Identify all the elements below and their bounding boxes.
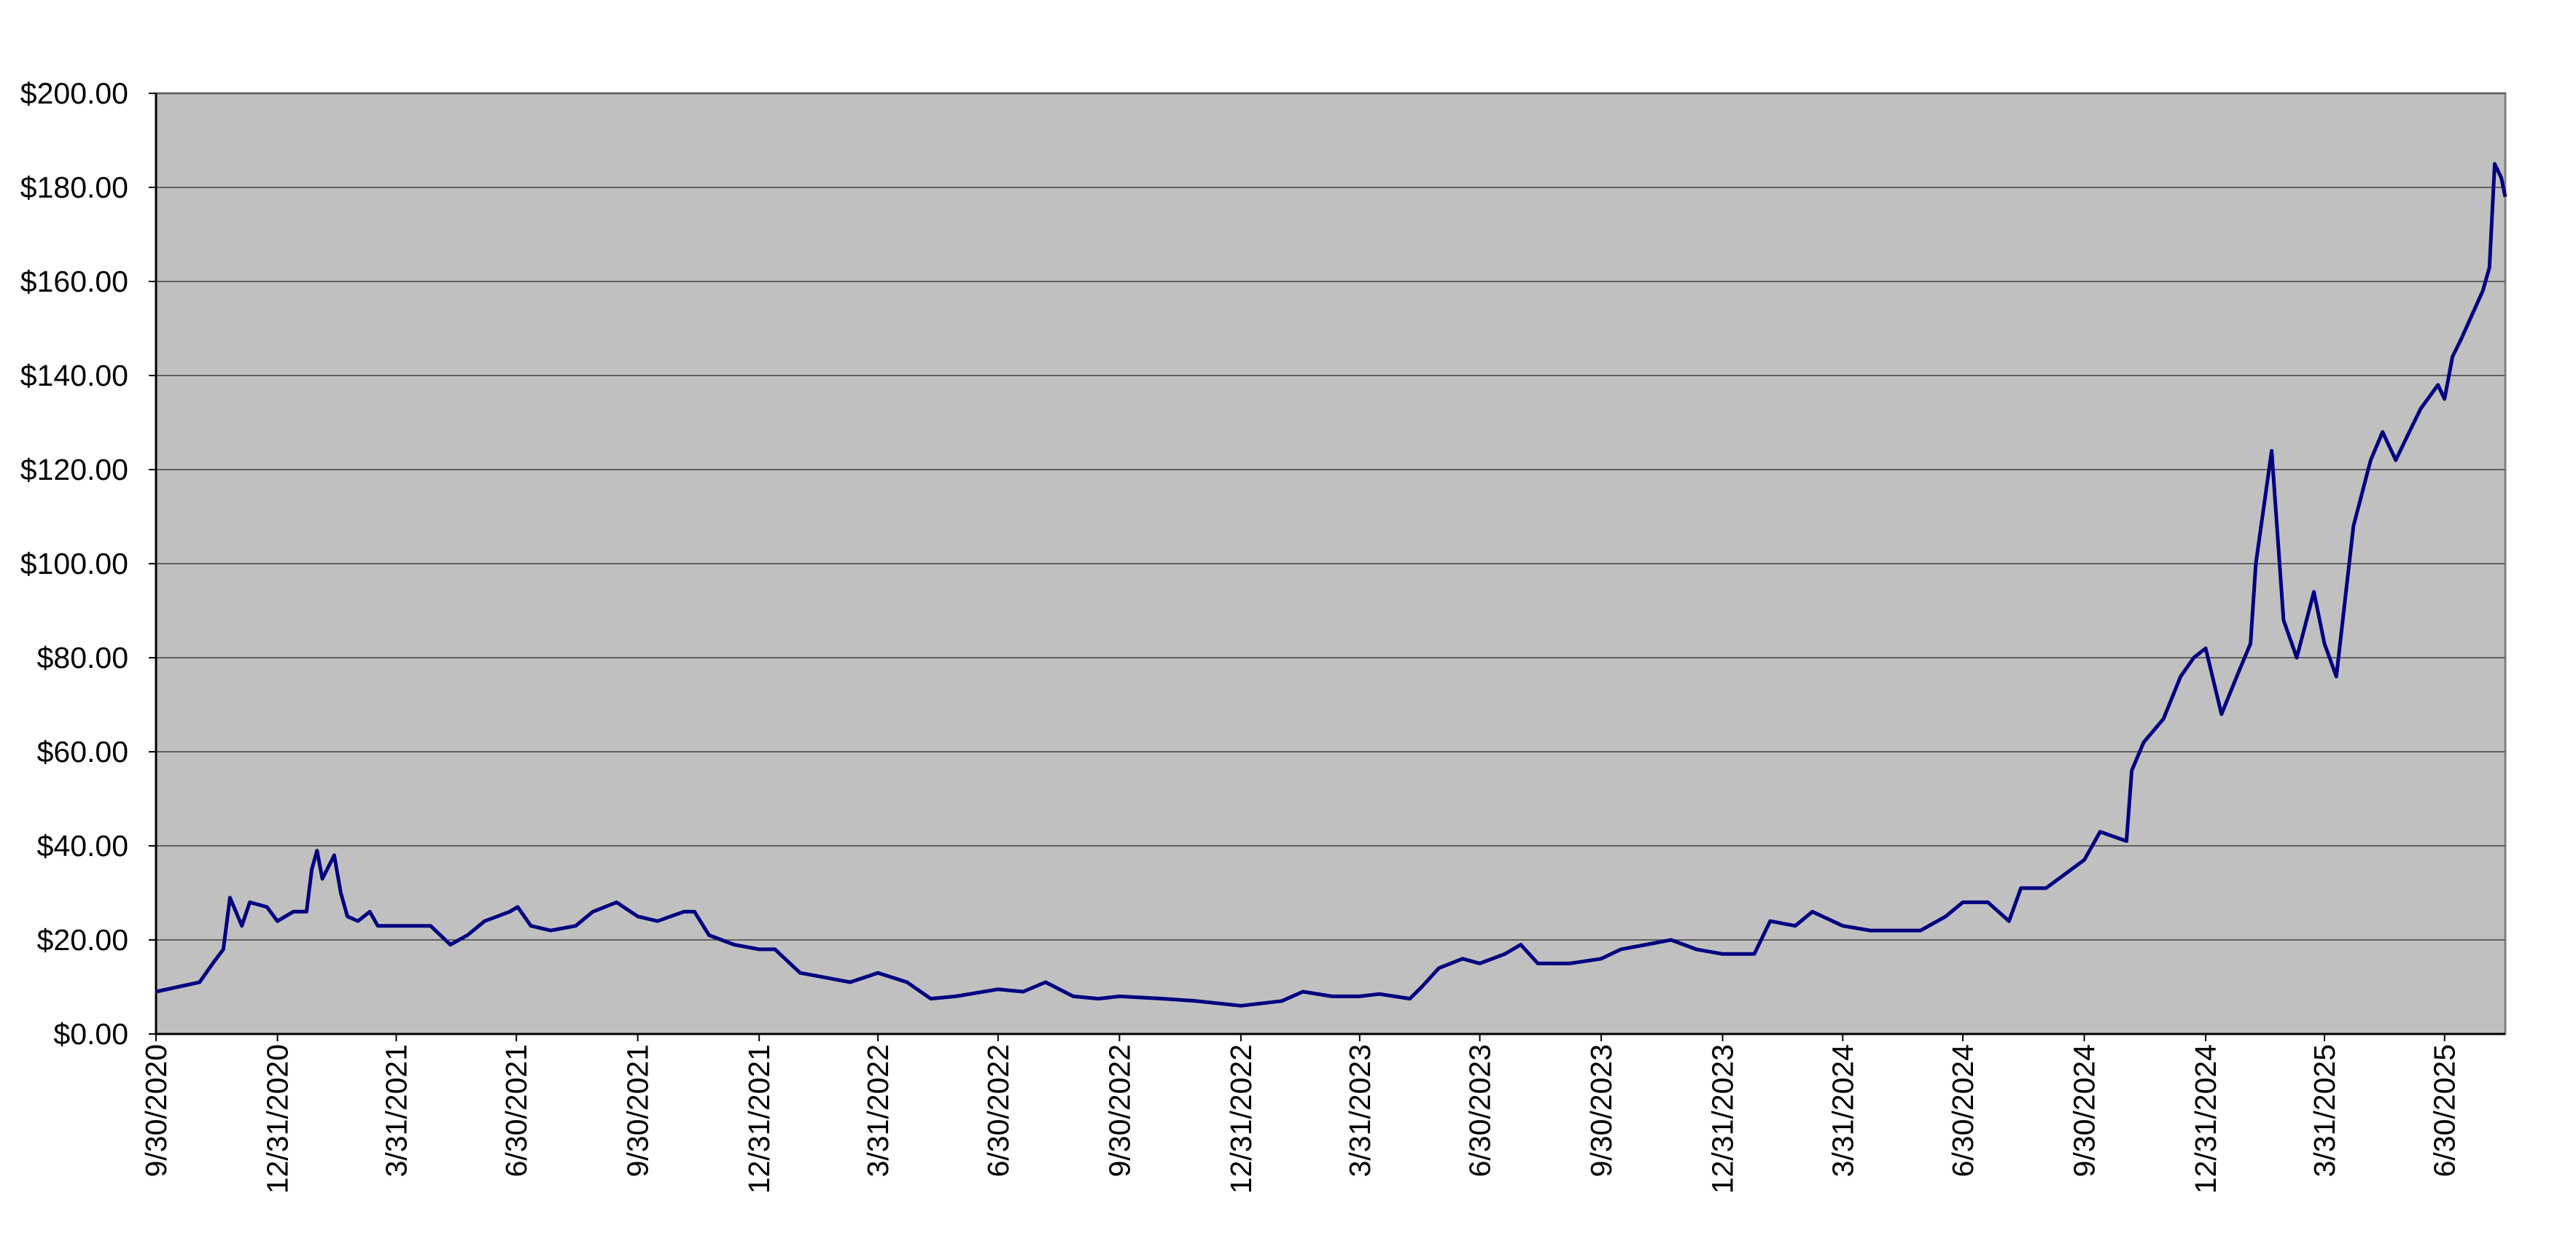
y-tick-label: $200.00 — [20, 77, 128, 110]
y-tick-label: $20.00 — [37, 923, 128, 957]
y-tick-label: $80.00 — [37, 641, 128, 674]
x-tick-label: 6/30/2024 — [1946, 1044, 1980, 1177]
x-tick-label: 12/31/2023 — [1706, 1044, 1740, 1194]
x-tick-label: 3/31/2024 — [1826, 1044, 1859, 1177]
y-tick-label: $0.00 — [53, 1017, 128, 1051]
x-tick-label: 3/31/2021 — [379, 1044, 413, 1177]
y-tick-label: $40.00 — [37, 829, 128, 863]
y-tick-label: $100.00 — [20, 547, 128, 580]
x-tick-label: 12/31/2024 — [2189, 1044, 2222, 1194]
x-tick-label: 3/31/2025 — [2308, 1044, 2341, 1177]
x-tick-label: 9/30/2021 — [621, 1044, 655, 1177]
x-tick-label: 3/31/2023 — [1343, 1044, 1377, 1177]
y-tick-label: $180.00 — [20, 171, 128, 204]
x-tick-label: 9/30/2022 — [1102, 1044, 1136, 1177]
line-series — [155, 162, 2507, 1008]
x-tick-label: 6/30/2025 — [2428, 1044, 2462, 1177]
y-tick-label: $140.00 — [20, 359, 128, 392]
x-tick-label: 9/30/2023 — [1584, 1044, 1618, 1177]
x-tick-label: 6/30/2022 — [981, 1044, 1015, 1177]
x-tick-label: 6/30/2023 — [1463, 1044, 1497, 1177]
x-tick-label: 12/31/2021 — [742, 1044, 776, 1194]
x-tick-label: 9/30/2020 — [139, 1044, 173, 1177]
x-tick-label: 12/31/2022 — [1224, 1044, 1258, 1194]
x-tick-label: 12/31/2020 — [261, 1044, 295, 1194]
x-tick-label: 3/31/2022 — [861, 1044, 895, 1177]
y-tick-label: $160.00 — [20, 265, 128, 298]
y-tick-label: $60.00 — [37, 735, 128, 769]
x-tick-label: 6/30/2021 — [499, 1044, 533, 1177]
y-tick-label: $120.00 — [20, 453, 128, 486]
x-tick-label: 9/30/2024 — [2068, 1044, 2101, 1177]
